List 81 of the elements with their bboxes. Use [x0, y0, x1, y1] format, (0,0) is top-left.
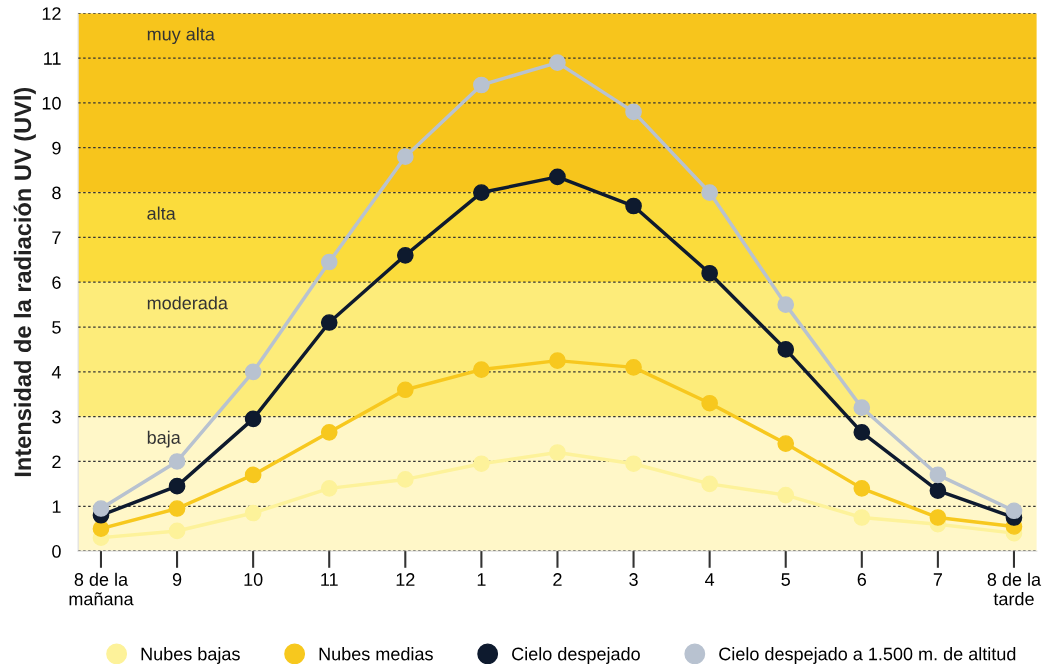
point [853, 509, 871, 526]
point [168, 453, 186, 470]
x-tick-label: 7 [933, 573, 942, 586]
point [625, 103, 642, 121]
point [1005, 502, 1023, 520]
legend-label: Cielo despejado a 1.500 m. de altitud [719, 647, 1016, 664]
x-tick-label: 4 [705, 573, 715, 586]
x-tick-label: 11 [321, 573, 338, 586]
point [777, 296, 795, 313]
point [168, 477, 186, 495]
y-tick-label: 8 [52, 186, 61, 200]
point [396, 148, 414, 166]
point [244, 410, 262, 428]
x-tick-label: 12 [396, 573, 415, 586]
point [320, 424, 338, 441]
point [777, 341, 795, 358]
point [473, 361, 490, 378]
point [168, 500, 186, 517]
point [92, 520, 110, 538]
y-tick-label: 6 [52, 276, 61, 289]
x-tick-label: 9 [172, 573, 182, 586]
y-tick-label: 5 [52, 321, 61, 334]
point [549, 54, 566, 71]
point [396, 381, 414, 399]
point [549, 444, 566, 461]
x-tick-label: 6 [857, 573, 867, 586]
y-tick-label: 11 [44, 52, 61, 65]
point [244, 363, 262, 381]
point [244, 466, 262, 484]
point [701, 264, 718, 282]
y-tick-label: 12 [42, 7, 61, 20]
point [473, 184, 490, 201]
point [701, 475, 718, 493]
point [320, 253, 338, 271]
y-tick-label: 0 [52, 545, 61, 558]
point [625, 359, 642, 376]
point [549, 352, 566, 369]
point [168, 522, 186, 540]
point [396, 246, 414, 264]
point [929, 509, 947, 526]
point [473, 455, 490, 473]
band-label: baja [147, 430, 181, 448]
point [929, 482, 947, 499]
point [320, 480, 338, 497]
band-label: alta [147, 206, 176, 220]
y-tick-label: 3 [52, 410, 61, 424]
point [701, 184, 718, 201]
point [92, 500, 110, 517]
y-axis-title: Intensidad de la radiación UV (UVI) [13, 87, 36, 477]
x-tick-label: 8 de la mañana [69, 572, 134, 606]
legend-label: Cielo despejado [512, 647, 640, 664]
x-tick-label: 10 [244, 573, 263, 586]
band-label: muy alta [147, 27, 215, 45]
point [853, 399, 871, 417]
y-tick-label: 2 [52, 455, 61, 469]
point [853, 480, 871, 497]
point [625, 455, 642, 473]
y-tick-label: 7 [52, 231, 61, 244]
band-label: moderada [147, 296, 228, 310]
x-tick-label: 8 de la tarde [987, 572, 1042, 606]
point [701, 394, 718, 412]
point [473, 76, 490, 94]
point [396, 471, 414, 488]
point [244, 504, 262, 522]
point [549, 168, 566, 186]
legend-label: Nubes medias [319, 647, 433, 661]
x-tick-label: 1 [477, 573, 486, 586]
y-tick-label: 4 [51, 365, 61, 379]
point [853, 424, 871, 441]
y-tick-label: 9 [52, 141, 61, 155]
y-tick-label: 1 [52, 500, 61, 513]
point [625, 197, 642, 215]
point [929, 466, 947, 484]
point [777, 435, 795, 452]
x-tick-label: 3 [629, 573, 638, 586]
point [320, 314, 338, 331]
legend-label: Nubes bajas [141, 647, 240, 664]
x-tick-label: 2 [553, 573, 562, 586]
x-tick-label: 5 [781, 573, 790, 586]
point [777, 486, 795, 504]
y-tick-label: 10 [42, 96, 61, 110]
